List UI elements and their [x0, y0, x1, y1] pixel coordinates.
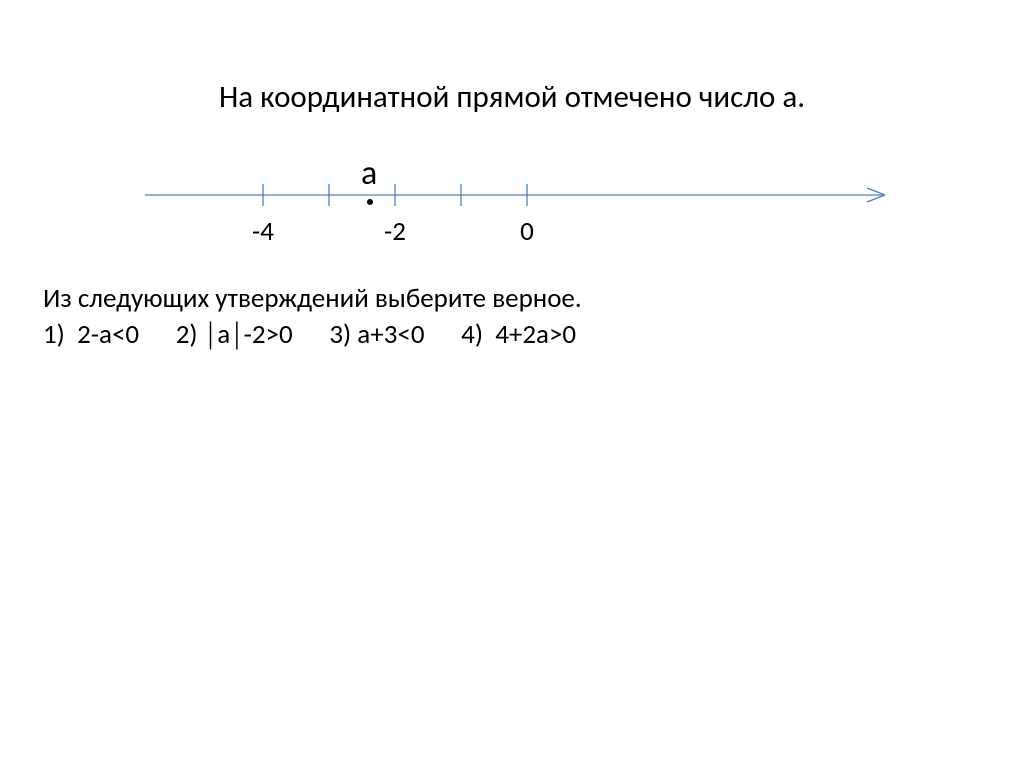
slide: На координатной прямой отмечено число а.… — [0, 0, 1024, 767]
tick-label: -4 — [243, 215, 283, 248]
tick-label: -2 — [375, 215, 415, 248]
number-line-region: а -4 -2 0 — [135, 155, 905, 275]
slide-title: На координатной прямой отмечено число а. — [0, 78, 1024, 116]
number-line — [135, 155, 905, 215]
point-a-dot — [367, 199, 373, 205]
prompt-text: Из следующих утверждений выберите верное… — [43, 282, 582, 315]
tick-label: 0 — [507, 215, 547, 248]
point-a-label: а — [361, 153, 377, 194]
answer-options: 1) 2-a<0 2) │a│-2>0 3) a+3<0 4) 4+2a>0 — [43, 318, 576, 351]
